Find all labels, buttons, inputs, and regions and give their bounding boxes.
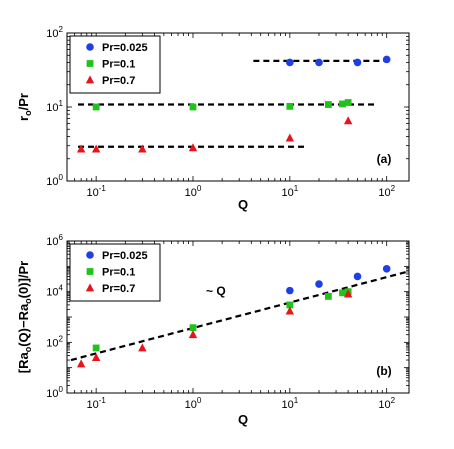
data-point (76, 144, 86, 153)
data-point (324, 293, 332, 300)
series-circle (286, 55, 391, 67)
y-tick-label: 100 (46, 173, 63, 188)
data-point (189, 324, 197, 332)
legend: Pr=0.025 Pr=0.1 Pr=0.7 (69, 35, 161, 94)
y-tick-label: 104 (46, 284, 63, 299)
data-point (138, 144, 147, 153)
data-point (91, 144, 101, 153)
data-point (353, 272, 362, 281)
legend: Pr=0.025 Pr=0.1 Pr=0.7 (69, 243, 161, 302)
y-tick-label: 101 (46, 99, 63, 114)
data-point (344, 99, 352, 106)
data-point (343, 116, 353, 125)
chart-panel-a: 10-1 100 101 102100101102Qro/PrPr=0.025Pr=0… (16, 25, 410, 212)
legend-marker (86, 43, 94, 51)
legend-marker (86, 268, 94, 275)
data-point (92, 344, 100, 352)
series-square (92, 99, 352, 111)
fit-line (70, 270, 407, 362)
y-tick-label: 102 (46, 334, 63, 349)
data-point (315, 280, 323, 288)
slope-annotation: ~ Q (206, 284, 226, 298)
x-axis-label: Q (238, 197, 248, 212)
legend-marker (85, 75, 95, 84)
data-point (138, 343, 147, 352)
data-point (382, 264, 391, 273)
data-point (324, 101, 332, 108)
legend-box (69, 243, 161, 302)
data-point (188, 143, 198, 152)
data-point (76, 359, 86, 368)
legend-label: Pr=0.1 (102, 267, 135, 279)
x-tick-label: 100 (185, 184, 202, 199)
x-axis-label: Q (238, 412, 248, 427)
y-tick-label: 100 (46, 385, 63, 400)
x-tick-label: 101 (281, 184, 298, 199)
y-tick-label: 106 (46, 233, 63, 248)
series-circle (286, 264, 391, 295)
legend-label: Pr=0.025 (102, 250, 148, 262)
x-tick-label: 100 (185, 396, 202, 411)
legend-label: Pr=0.7 (102, 283, 135, 295)
legend-label: Pr=0.1 (102, 59, 135, 71)
y-axis-label: [Rao(Q)−Rao(0)]/Pr (16, 261, 33, 374)
legend-label: Pr=0.7 (102, 75, 135, 87)
x-tick-label: 10-1 (86, 184, 106, 199)
data-point (339, 100, 346, 108)
data-point (286, 301, 294, 309)
data-point (339, 289, 346, 297)
series-triangle (76, 289, 353, 368)
data-point (189, 103, 197, 111)
data-point (285, 133, 295, 142)
data-point (382, 55, 391, 64)
data-point (92, 103, 100, 111)
panel-tag: (a) (377, 152, 392, 166)
x-tick-label: 102 (378, 396, 395, 411)
legend-marker (86, 251, 94, 259)
x-tick-label: 10-1 (86, 396, 106, 411)
data-point (343, 289, 353, 298)
data-point (315, 58, 323, 67)
y-tick-label: 102 (46, 25, 63, 40)
y-axis-label: ro/Pr (16, 93, 33, 121)
data-point (286, 58, 294, 67)
x-tick-label: 101 (281, 396, 298, 411)
data-point (188, 330, 198, 339)
legend-box (69, 35, 161, 94)
data-point (286, 102, 294, 110)
data-point (91, 352, 101, 361)
x-tick-label: 102 (378, 184, 395, 199)
data-point (285, 306, 295, 315)
data-point (353, 58, 362, 67)
legend-marker (85, 283, 95, 292)
data-point (286, 286, 294, 295)
legend-label: Pr=0.025 (102, 42, 148, 54)
panel-tag: (b) (376, 364, 391, 378)
chart-panel-b: 10-1 100 101 102 100 102 104 106 Q [Rao(Q)−Rao(0)… (16, 233, 410, 427)
series-triangle (76, 116, 353, 153)
legend-marker (86, 60, 94, 67)
